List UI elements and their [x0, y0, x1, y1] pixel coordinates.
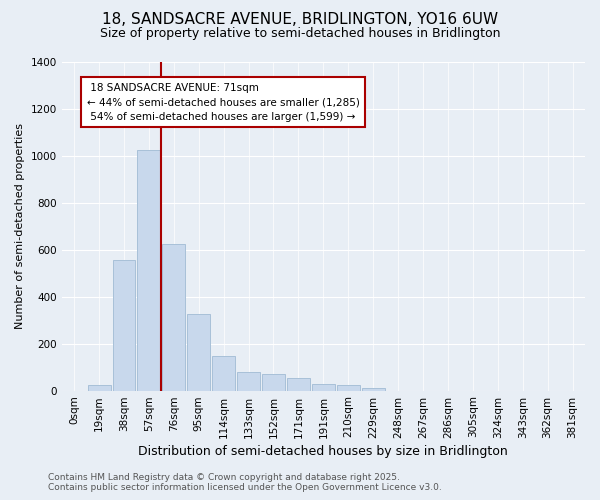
Bar — [137, 150, 160, 390]
Bar — [237, 372, 260, 390]
Bar — [187, 314, 210, 390]
Text: Size of property relative to semi-detached houses in Bridlington: Size of property relative to semi-detach… — [100, 28, 500, 40]
Text: 18, SANDSACRE AVENUE, BRIDLINGTON, YO16 6UW: 18, SANDSACRE AVENUE, BRIDLINGTON, YO16 … — [102, 12, 498, 28]
Text: Contains HM Land Registry data © Crown copyright and database right 2025.
Contai: Contains HM Land Registry data © Crown c… — [48, 473, 442, 492]
Bar — [88, 384, 110, 390]
Bar — [113, 260, 136, 390]
Bar — [262, 374, 285, 390]
Bar — [312, 384, 335, 390]
Text: 18 SANDSACRE AVENUE: 71sqm
← 44% of semi-detached houses are smaller (1,285)
 54: 18 SANDSACRE AVENUE: 71sqm ← 44% of semi… — [86, 82, 359, 122]
Bar — [163, 244, 185, 390]
Bar — [287, 378, 310, 390]
Bar — [337, 384, 360, 390]
X-axis label: Distribution of semi-detached houses by size in Bridlington: Distribution of semi-detached houses by … — [139, 444, 508, 458]
Bar — [362, 388, 385, 390]
Y-axis label: Number of semi-detached properties: Number of semi-detached properties — [15, 123, 25, 329]
Bar — [212, 356, 235, 390]
